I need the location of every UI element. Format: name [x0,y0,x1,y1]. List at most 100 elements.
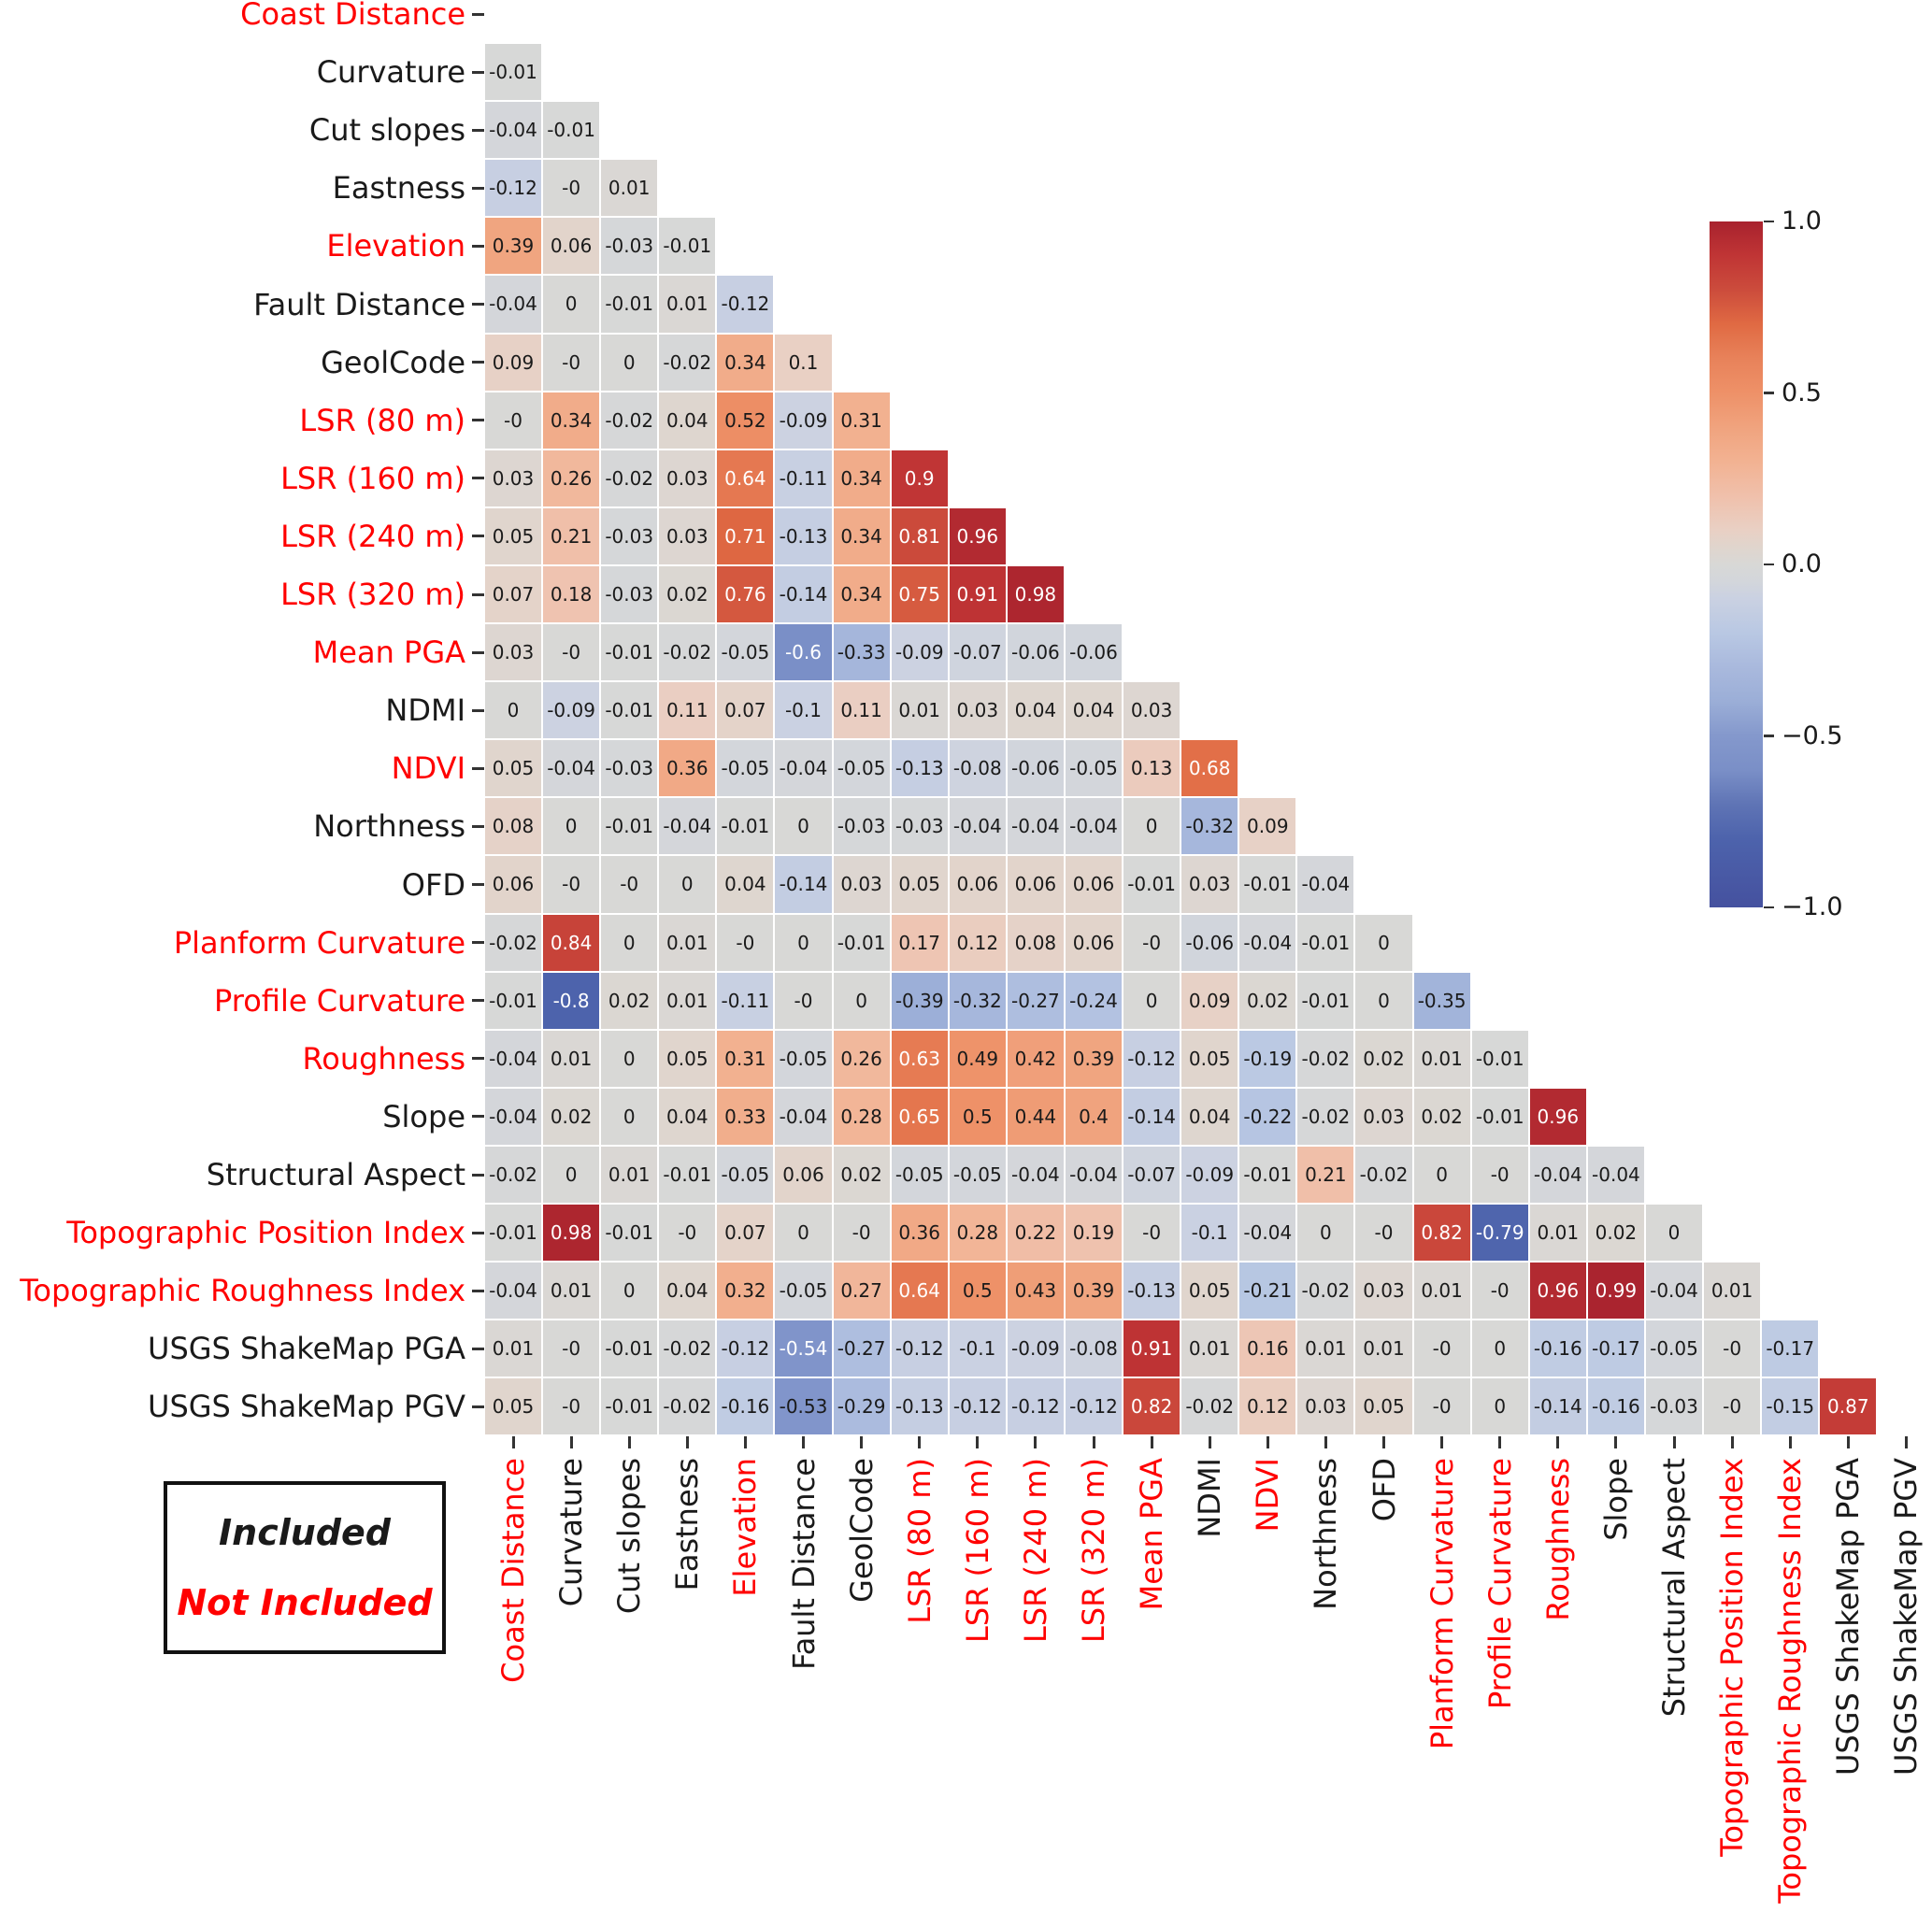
heatmap-cell-roughness--eastness: 0.05 [658,1029,717,1088]
heatmap-cell-lsr-320-m--lsr-80-m: 0.75 [890,564,949,624]
y-axis-label-elevation: Elevation [326,228,465,264]
heatmap-cell-structural-aspect--elevation: -0.05 [716,1145,775,1205]
heatmap-cell-geolcode--cut-slopes: 0 [600,333,659,392]
heatmap-cell-topographic-roughness-index--fault-distance: -0.05 [774,1262,833,1320]
x-axis-label-lsr-320-m: LSR (320 m) [1076,1458,1111,1643]
heatmap-cell-northness--fault-distance: 0 [774,797,833,856]
heatmap-cell-planform-curvature--ofd: 0 [1354,913,1413,972]
heatmap-cell-roughness--planform-curvature: 0.01 [1412,1029,1471,1088]
heatmap-cell-topographic-position-index--ofd: -0 [1354,1204,1413,1263]
heatmap-cell-lsr-80-m--coast-distance: -0 [483,391,543,449]
heatmap-cell-planform-curvature--eastness: 0.01 [658,913,717,972]
y-tick [471,1289,484,1292]
y-tick [471,883,484,886]
heatmap-cell-slope--curvature: 0.02 [542,1087,601,1146]
heatmap-cell-profile-curvature--cut-slopes: 0.02 [600,971,659,1030]
y-tick [471,70,484,74]
heatmap-cell-usgs-shakemap-pga--slope: -0.17 [1586,1320,1645,1378]
heatmap-cell-usgs-shakemap-pgv--eastness: -0.02 [658,1377,717,1436]
heatmap-cell-topographic-position-index--northness: 0 [1296,1204,1355,1263]
heatmap-cell-topographic-roughness-index--northness: -0.02 [1296,1262,1355,1320]
x-axis-label-topographic-roughness-index: Topographic Roughness Index [1772,1458,1809,1904]
heatmap-cell-lsr-80-m--cut-slopes: -0.02 [600,391,659,449]
x-tick [1846,1436,1850,1449]
heatmap-cell-northness--eastness: -0.04 [658,797,717,856]
heatmap-cell-planform-curvature--lsr-320-m: 0.06 [1064,913,1123,972]
heatmap-cell-ofd--elevation: 0.04 [716,855,775,914]
y-tick [471,824,484,828]
heatmap-cell-northness--ndmi: -0.32 [1181,797,1239,856]
heatmap-cell-northness--mean-pga: 0 [1123,797,1181,856]
heatmap-cell-usgs-shakemap-pga--cut-slopes: -0.01 [600,1320,659,1378]
heatmap-cell-topographic-roughness-index--ndmi: 0.05 [1181,1262,1239,1320]
heatmap-cell-profile-curvature--fault-distance: -0 [774,971,833,1030]
y-axis-label-ofd: OFD [401,866,465,903]
y-axis-label-northness: Northness [313,808,465,845]
heatmap-cell-topographic-position-index--slope: 0.02 [1586,1204,1645,1263]
heatmap-cell-topographic-roughness-index--ndvi: -0.21 [1238,1262,1297,1320]
heatmap-cell-topographic-position-index--ndmi: -0.1 [1181,1204,1239,1263]
y-tick [471,650,484,654]
y-tick [471,361,484,364]
y-tick [471,303,484,306]
heatmap-cell-roughness--lsr-320-m: 0.39 [1064,1029,1123,1088]
heatmap-cell-structural-aspect--geolcode: 0.02 [832,1145,891,1205]
y-tick [471,999,484,1003]
heatmap-cell-mean-pga--eastness: -0.02 [658,623,717,682]
heatmap-cell-ndmi--lsr-240-m: 0.04 [1006,681,1065,740]
heatmap-cell-ndmi--coast-distance: 0 [483,681,543,740]
heatmap-cell-structural-aspect--lsr-320-m: -0.04 [1064,1145,1123,1205]
heatmap-cell-profile-curvature--lsr-240-m: -0.27 [1006,971,1065,1030]
heatmap-cell-structural-aspect--roughness: -0.04 [1528,1145,1587,1205]
heatmap-cell-northness--coast-distance: 0.08 [483,797,543,856]
heatmap-cell-ndvi--ndmi: 0.68 [1181,739,1239,798]
heatmap-cell-northness--lsr-80-m: -0.03 [890,797,949,856]
heatmap-cell-lsr-320-m--lsr-240-m: 0.98 [1006,564,1065,624]
heatmap-cell-slope--planform-curvature: 0.02 [1412,1087,1471,1146]
heatmap-cell-northness--ndvi: 0.09 [1238,797,1297,856]
heatmap-cell-structural-aspect--northness: 0.21 [1296,1145,1355,1205]
heatmap-cell-ofd--lsr-240-m: 0.06 [1006,855,1065,914]
y-axis-label-lsr-240-m: LSR (240 m) [280,518,465,554]
colorbar-tick-label: −1.0 [1782,892,1843,921]
heatmap-cell-topographic-position-index--lsr-320-m: 0.19 [1064,1204,1123,1263]
heatmap-cell-structural-aspect--ofd: -0.02 [1354,1145,1413,1205]
heatmap-cell-lsr-160-m--coast-distance: 0.03 [483,449,543,507]
y-tick [471,1173,484,1177]
heatmap-cell-mean-pga--geolcode: -0.33 [832,623,891,682]
heatmap-cell-topographic-position-index--geolcode: -0 [832,1204,891,1263]
heatmap-cell-usgs-shakemap-pga--topographic-roughness-index: -0.17 [1761,1320,1820,1378]
y-tick [471,419,484,422]
heatmap-cell-fault-distance--cut-slopes: -0.01 [600,275,659,334]
x-axis-label-lsr-80-m: LSR (80 m) [901,1458,937,1624]
heatmap-cell-planform-curvature--mean-pga: -0 [1123,913,1181,972]
heatmap-cell-ofd--eastness: 0 [658,855,717,914]
heatmap-cell-roughness--coast-distance: -0.04 [483,1029,543,1088]
y-tick [471,477,484,480]
heatmap-cell-planform-curvature--cut-slopes: 0 [600,913,659,972]
heatmap-cell-usgs-shakemap-pgv--ndmi: -0.02 [1181,1377,1239,1436]
heatmap-cell-ofd--geolcode: 0.03 [832,855,891,914]
y-axis-label-lsr-320-m: LSR (320 m) [280,577,465,612]
heatmap-cell-topographic-roughness-index--geolcode: 0.27 [832,1262,891,1320]
y-tick [471,128,484,132]
heatmap-cell-topographic-roughness-index--lsr-320-m: 0.39 [1064,1262,1123,1320]
heatmap-cell-ofd--lsr-80-m: 0.05 [890,855,949,914]
y-axis-label-fault-distance: Fault Distance [253,286,465,322]
heatmap-cell-ndmi--mean-pga: 0.03 [1123,681,1181,740]
heatmap-cell-roughness--profile-curvature: -0.01 [1470,1029,1529,1088]
colorbar-tick-label: 0.5 [1782,378,1822,407]
x-axis-label-ofd: OFD [1366,1458,1402,1522]
heatmap-cell-slope--lsr-240-m: 0.44 [1006,1087,1065,1146]
heatmap-cell-lsr-240-m--eastness: 0.03 [658,506,717,565]
heatmap-cell-topographic-position-index--cut-slopes: -0.01 [600,1204,659,1263]
heatmap-cell-curvature--coast-distance: -0.01 [483,43,543,102]
x-tick [1440,1436,1444,1449]
heatmap-cell-topographic-roughness-index--slope: 0.99 [1586,1262,1645,1320]
heatmap-cell-topographic-position-index--fault-distance: 0 [774,1204,833,1263]
y-tick [471,941,484,945]
legend-not-included-label: Not Included [177,1581,433,1623]
heatmap-cell-ndmi--curvature: -0.09 [542,681,601,740]
x-axis-label-planform-curvature: Planform Curvature [1424,1458,1460,1750]
colorbar-tick-label: 0.0 [1782,549,1822,578]
